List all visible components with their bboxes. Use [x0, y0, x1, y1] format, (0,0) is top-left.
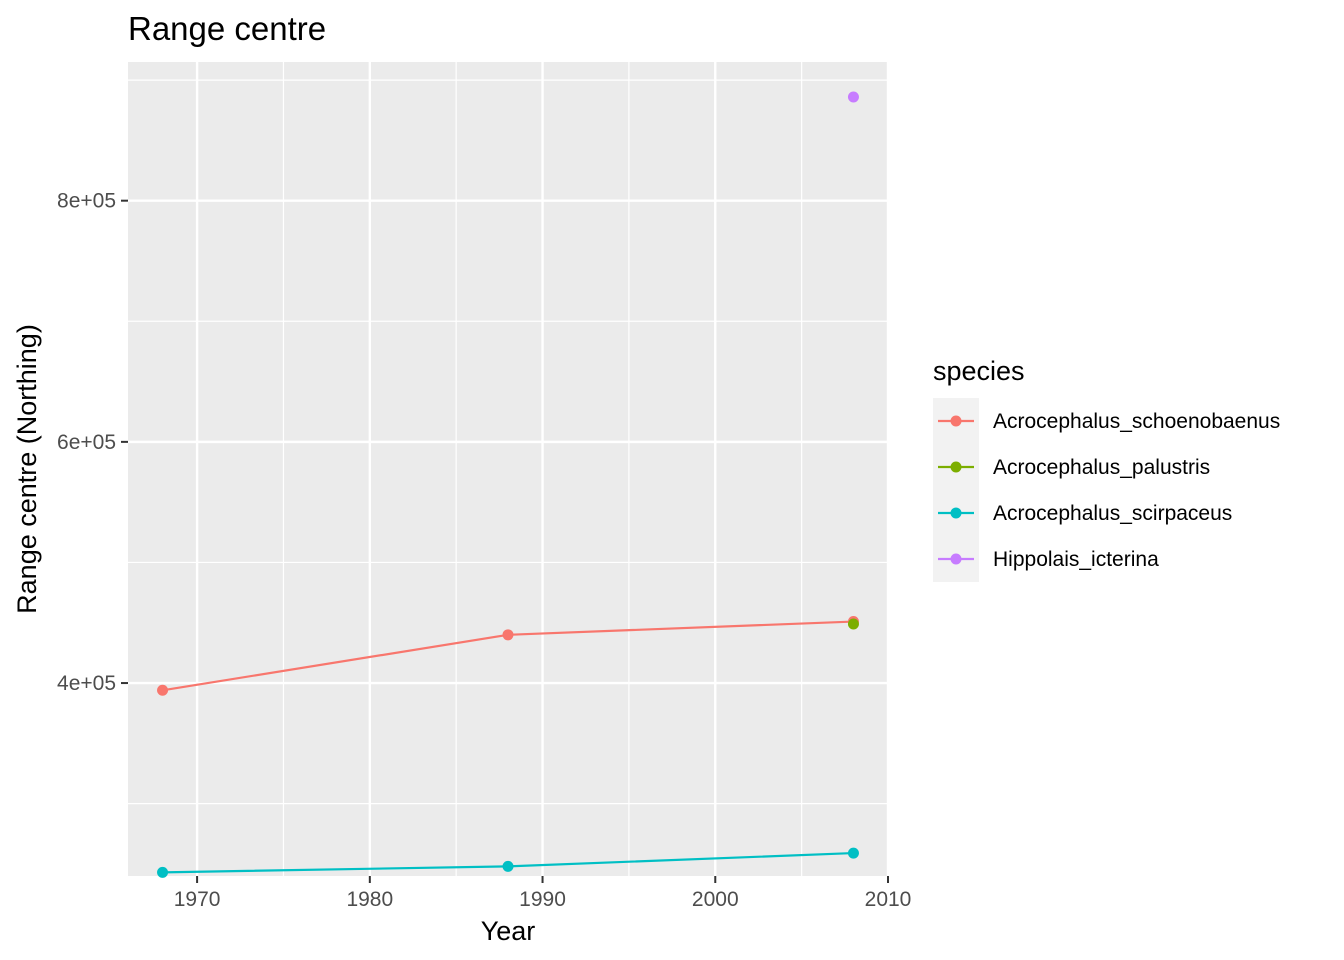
y-tick-label: 4e+05 [57, 672, 116, 695]
x-tick-label: 1990 [519, 888, 566, 911]
data-point-Acrocephalus_schoenobaenus [157, 684, 169, 696]
legend-label: Hippolais_icterina [993, 548, 1159, 571]
legend-items: Acrocephalus_schoenobaenus Acrocephalus_p… [938, 410, 1280, 571]
legend-item: Acrocephalus_palustris [938, 456, 1210, 479]
legend-item: Hippolais_icterina [938, 548, 1159, 571]
x-tick-label: 1980 [346, 888, 393, 911]
legend-label: Acrocephalus_scirpaceus [993, 502, 1232, 525]
y-axis-title: Range centre (Northing) [12, 324, 42, 614]
data-point-Acrocephalus_scirpaceus [157, 866, 169, 878]
x-axis-title: Year [481, 916, 536, 946]
chart-title: Range centre [128, 10, 326, 47]
y-axis: 4e+05 6e+05 8e+05 [57, 190, 128, 695]
data-point-Acrocephalus_palustris [847, 618, 859, 630]
plot-panel [128, 62, 888, 876]
data-point-Acrocephalus_scirpaceus [847, 847, 859, 859]
major-gridlines [128, 62, 890, 876]
legend-item: Acrocephalus_scirpaceus [938, 502, 1232, 525]
legend-label: Acrocephalus_schoenobaenus [993, 410, 1280, 433]
data-point-Acrocephalus_schoenobaenus [502, 629, 514, 641]
legend-key-point [950, 415, 962, 427]
legend-key-point [950, 461, 962, 473]
x-tick-label: 1970 [174, 888, 221, 911]
series-layer [157, 91, 859, 878]
minor-gridlines [128, 62, 888, 876]
legend-key-point [950, 553, 962, 565]
x-tick-label: 2000 [692, 888, 739, 911]
legend-key-point [950, 507, 962, 519]
legend-title: species [933, 356, 1025, 386]
legend-label: Acrocephalus_palustris [993, 456, 1210, 479]
x-tick-label: 2010 [865, 888, 912, 911]
y-tick-label: 6e+05 [57, 431, 116, 454]
legend: species Acrocephalus_schoenobaenusAcroce… [933, 356, 1280, 582]
data-point-Acrocephalus_scirpaceus [502, 860, 514, 872]
x-axis: 1970 1980 1990 2000 2010 [174, 876, 912, 911]
legend-item: Acrocephalus_schoenobaenus [938, 410, 1280, 433]
y-tick-label: 8e+05 [57, 190, 116, 213]
data-point-Hippolais_icterina [847, 91, 859, 103]
legend-key-background [933, 398, 979, 582]
